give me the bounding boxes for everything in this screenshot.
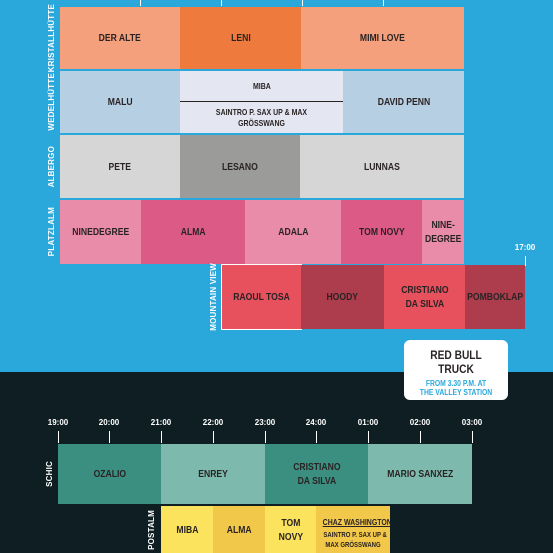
time-tick: 17:00 — [514, 243, 536, 252]
stage-label-mountainview: MOUNTAIN VIEW — [208, 263, 218, 331]
act-block[interactable]: ENREY — [161, 444, 265, 504]
grid-line — [58, 431, 59, 443]
grid-line — [109, 431, 110, 443]
act-block[interactable]: RAOUL TOSA — [221, 264, 302, 330]
act-name: MAX GRÖSSWANG — [325, 540, 381, 549]
act-block[interactable]: MARIO SANXEZ — [368, 444, 472, 504]
time-tick: 01:00 — [357, 418, 379, 427]
act-block[interactable]: NINEDEGREE — [60, 200, 141, 264]
time-tick: 22:00 — [202, 418, 224, 427]
act-block[interactable]: HOODY — [301, 265, 384, 329]
grid-line — [221, 0, 222, 6]
act-block[interactable]: DAVID PENN — [343, 71, 464, 133]
grid-line — [213, 431, 214, 443]
act-name: CHAZ WASHINGTON — [322, 517, 390, 527]
stage-label-kristallhuette: KRISTALLHÜTTE — [46, 3, 56, 73]
act-block[interactable]: DER ALTE — [60, 7, 180, 69]
act-block[interactable]: TOM NOVY — [341, 200, 422, 264]
act-block[interactable]: SAINTRO P. SAX UP & MAX GRÖSSWANG — [180, 102, 343, 133]
time-tick: 24:00 — [305, 418, 327, 427]
truck-line-1: FROM 3.30 P.M. AT — [425, 379, 487, 388]
grid-line — [265, 431, 266, 443]
act-block[interactable]: MIMI LOVE — [301, 7, 464, 69]
stage-label-schic: SCHIC — [44, 461, 54, 487]
grid-line — [302, 0, 303, 6]
stage-label-wedelhuette: WEDELHÜTTE — [46, 73, 56, 131]
act-block[interactable]: TOM NOVY — [265, 506, 316, 553]
act-block[interactable]: MIBA — [161, 506, 213, 553]
time-tick: 19:00 — [47, 418, 69, 427]
act-block[interactable]: LESANO — [180, 135, 300, 198]
act-block[interactable]: LUNNAS — [300, 135, 464, 198]
stage-label-platzlalm: PLATZLALM — [46, 207, 56, 257]
act-block[interactable]: LENI — [180, 7, 301, 69]
grid-line — [420, 431, 421, 443]
grid-line — [525, 256, 526, 266]
act-block[interactable]: ALMA — [213, 506, 265, 553]
grid-line — [472, 431, 473, 443]
act-block[interactable]: MIBA — [180, 71, 343, 102]
act-block[interactable]: MALU — [60, 71, 180, 133]
time-tick: 21:00 — [150, 418, 172, 427]
act-block[interactable]: OZALIO — [58, 444, 161, 504]
act-block[interactable]: CRISTIANO DA SILVA — [265, 444, 368, 504]
stage-label-postalm: POSTALM — [146, 509, 156, 550]
time-tick: 23:00 — [254, 418, 276, 427]
act-block[interactable]: ADALA — [245, 200, 341, 264]
grid-line — [161, 431, 162, 443]
time-tick: 20:00 — [98, 418, 120, 427]
act-block[interactable]: PETE — [60, 135, 180, 198]
act-block[interactable]: CRISTIANO DA SILVA — [384, 265, 465, 329]
grid-line — [383, 0, 384, 6]
grid-line — [368, 431, 369, 443]
truck-line-2: THE VALLEY STATION — [419, 388, 493, 397]
act-name: SAINTRO P. SAX UP & — [323, 530, 387, 539]
truck-title: RED BULL TRUCK — [430, 348, 482, 376]
act-block-stacked[interactable]: CHAZ WASHINGTON SAINTRO P. SAX UP & MAX … — [316, 506, 390, 553]
act-block[interactable]: ALMA — [141, 200, 245, 264]
act-block[interactable]: NINE- DEGREE — [422, 200, 464, 264]
stage-label-albergo: ALBERGO — [46, 145, 56, 188]
time-tick: 02:00 — [409, 418, 431, 427]
red-bull-truck-badge: RED BULL TRUCK FROM 3.30 P.M. AT THE VAL… — [404, 340, 508, 400]
grid-line — [140, 0, 141, 6]
act-block[interactable]: POMBOKLAP — [465, 265, 525, 329]
grid-line — [316, 431, 317, 443]
time-tick: 03:00 — [461, 418, 483, 427]
